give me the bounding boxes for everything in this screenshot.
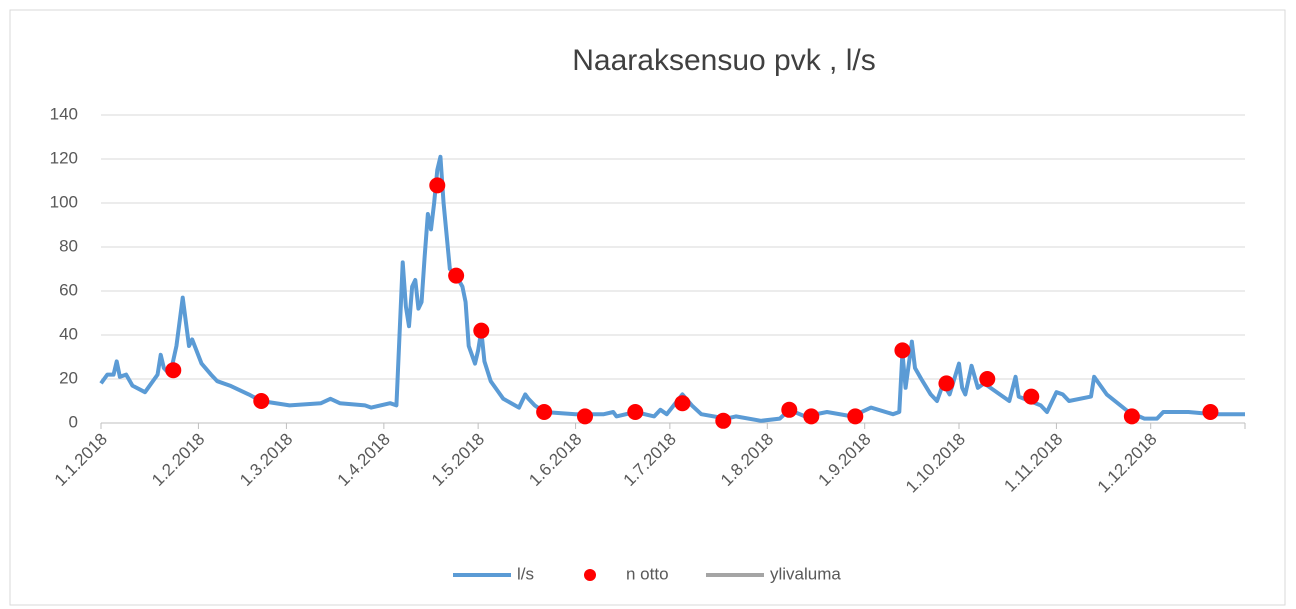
data-point — [803, 408, 820, 425]
data-point — [473, 322, 490, 339]
y-tick-label: 0 — [69, 412, 78, 431]
y-tick-label: 100 — [50, 192, 78, 211]
data-point — [577, 408, 593, 425]
y-tick-label: 80 — [59, 236, 78, 255]
y-tick-label: 60 — [59, 280, 78, 299]
y-tick-label: 40 — [59, 324, 78, 343]
data-point — [938, 375, 955, 392]
data-point — [165, 362, 182, 379]
legend-label: ylivaluma — [770, 564, 841, 583]
chart-frame — [9, 9, 1286, 606]
data-point — [253, 393, 270, 409]
y-tick-label: 120 — [50, 148, 78, 167]
data-point — [979, 371, 996, 387]
data-point — [448, 267, 465, 284]
data-point — [715, 412, 732, 429]
data-point — [674, 395, 691, 412]
legend-label: n otto — [626, 564, 669, 583]
data-point — [781, 401, 798, 418]
data-point — [847, 408, 864, 425]
chart-title: Naaraksensuo pvk , l/s — [572, 44, 875, 77]
legend-swatch — [584, 569, 596, 581]
legend-label: l/s — [517, 564, 534, 583]
data-point — [1123, 408, 1140, 425]
data-line — [99, 154, 1245, 423]
data-point — [1023, 388, 1040, 405]
y-tick-label: 20 — [59, 368, 78, 387]
data-point — [894, 342, 911, 359]
data-point — [627, 404, 644, 420]
y-tick-label: 140 — [50, 104, 78, 123]
data-point — [429, 177, 446, 194]
data-point — [1202, 404, 1219, 420]
data-point — [536, 404, 553, 420]
